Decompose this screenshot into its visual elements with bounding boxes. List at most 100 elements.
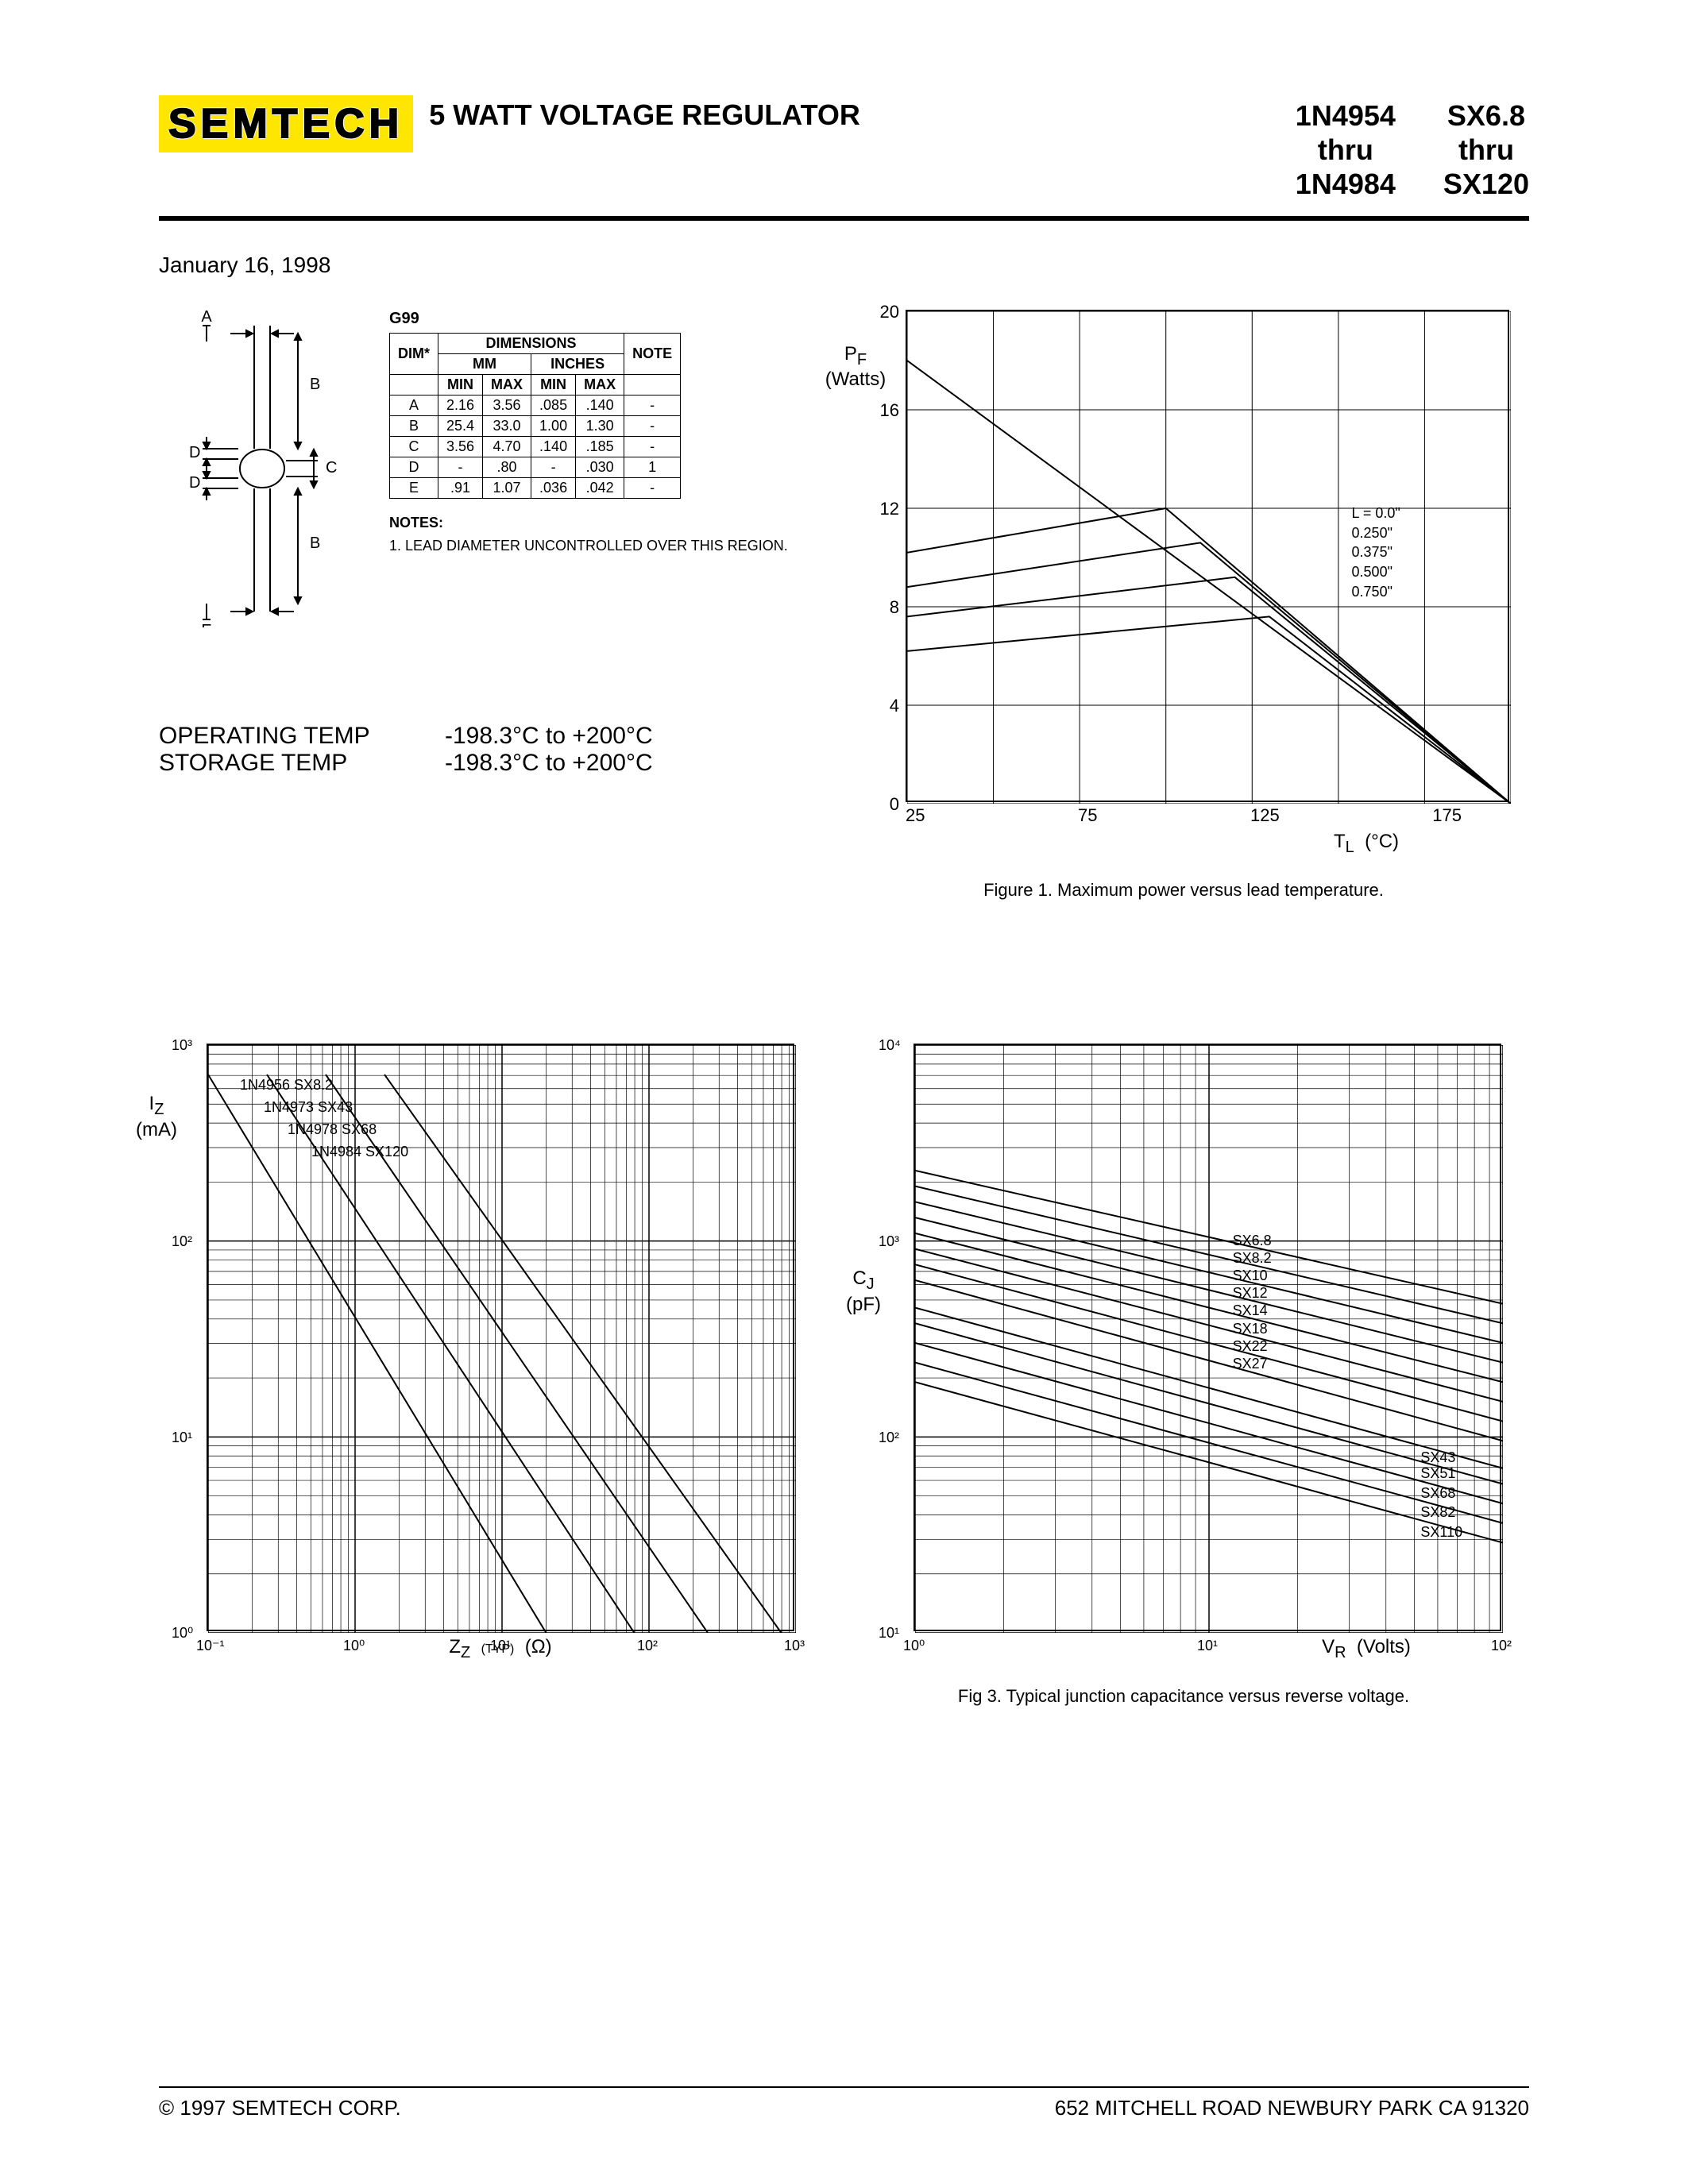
xtick: 125 [1250, 805, 1280, 826]
cell: C [390, 436, 438, 457]
series-label: SX8.2 [1233, 1250, 1272, 1267]
col-mm: MM [438, 353, 531, 374]
datasheet-header: SEMTECH 5 WATT VOLTAGE REGULATOR 1N4954 … [159, 95, 1529, 221]
cell: .042 [576, 477, 624, 498]
part1-bot: 1N4984 [1296, 167, 1396, 201]
series-label: SX51 [1420, 1465, 1455, 1482]
part2-mid: thru [1443, 133, 1529, 167]
series-label: 1N4973 SX43 [264, 1099, 353, 1116]
series-label: SX110 [1420, 1524, 1462, 1541]
dimensions-block: G99 DIM* DIMENSIONS NOTE MM INCHES MIN [389, 310, 810, 554]
figure-2: IZ (mA) 10⁻¹10⁰10¹10²10³10⁰10¹10²10³1N49… [159, 1044, 794, 1707]
dimensions-table: DIM* DIMENSIONS NOTE MM INCHES MIN MAX M… [389, 333, 681, 499]
svg-text:C: C [326, 459, 337, 477]
cell: .036 [531, 477, 576, 498]
svg-text:E: E [201, 622, 211, 627]
op-temp-label: OPERATING TEMP [159, 723, 413, 750]
series-label: SX18 [1233, 1321, 1268, 1337]
series-label: 1N4984 SX120 [311, 1144, 408, 1160]
series-label: 0.750" [1352, 584, 1393, 600]
fig1-ylabel: PF (Watts) [820, 343, 891, 392]
cell: .030 [576, 457, 624, 477]
series-label: 1N4978 SX68 [288, 1121, 377, 1138]
series-label: 1N4956 SX8.2 [240, 1077, 333, 1094]
xtick: 10² [637, 1638, 658, 1654]
ytick: 10⁴ [879, 1037, 901, 1054]
xtick: 10² [1491, 1638, 1512, 1654]
col-max: MAX [483, 374, 531, 395]
company-logo: SEMTECH [159, 95, 413, 152]
part2-top: SX6.8 [1443, 98, 1529, 133]
col-dim: DIM* [390, 333, 438, 374]
note-1: 1. LEAD DIAMETER UNCONTROLLED OVER THIS … [389, 538, 810, 554]
op-temp-value: -198.3°C to +200°C [445, 723, 653, 750]
cell: - [624, 415, 681, 436]
svg-text:B: B [310, 534, 320, 552]
series-label: SX10 [1233, 1268, 1268, 1284]
row-2: IZ (mA) 10⁻¹10⁰10¹10²10³10⁰10¹10²10³1N49… [159, 1044, 1529, 1707]
st-temp-label: STORAGE TEMP [159, 750, 413, 777]
ytick: 10³ [172, 1037, 192, 1054]
part2-bot: SX120 [1443, 167, 1529, 201]
svg-text:A: A [201, 310, 212, 326]
xtick: 10⁻¹ [196, 1638, 225, 1654]
series-label: SX6.8 [1233, 1233, 1272, 1249]
cell: 4.70 [483, 436, 531, 457]
series-label: SX22 [1233, 1338, 1268, 1355]
cell: E [390, 477, 438, 498]
fig2-ylabel: IZ (mA) [121, 1093, 192, 1141]
svg-text:D: D [189, 444, 200, 461]
xtick: 10¹ [1197, 1638, 1218, 1654]
row-1: A B C D D B E G99 DIM* DIMENSIONS NOTE M [159, 310, 1529, 901]
cell: .80 [483, 457, 531, 477]
table-row: C3.564.70.140.185- [390, 436, 681, 457]
col-min: MIN [438, 374, 483, 395]
series-label: 0.250" [1352, 525, 1393, 542]
package-outline-icon: A B C D D B E [159, 310, 365, 627]
ytick: 0 [867, 794, 899, 815]
part-range-2: SX6.8 thru SX120 [1443, 98, 1529, 202]
cell: - [624, 436, 681, 457]
ytick: 10² [879, 1430, 899, 1446]
part1-mid: thru [1296, 133, 1396, 167]
xtick: 10⁰ [903, 1638, 925, 1654]
cell: 3.56 [483, 395, 531, 415]
figure-3: CJ (pF) 10⁰10¹10²10¹10²10³10⁴SX6.8SX8.2S… [866, 1044, 1501, 1707]
title-block: 5 WATT VOLTAGE REGULATOR 1N4954 thru 1N4… [429, 95, 1529, 202]
cell: .140 [531, 436, 576, 457]
table-row: E.911.07.036.042- [390, 477, 681, 498]
series-label: SX82 [1420, 1504, 1455, 1521]
ytick: 10¹ [172, 1430, 192, 1446]
cell: .185 [576, 436, 624, 457]
cell: .085 [531, 395, 576, 415]
ytick: 10² [172, 1233, 192, 1250]
page-footer: © 1997 SEMTECH CORP. 652 MITCHELL ROAD N… [159, 2086, 1529, 2120]
ytick: 10⁰ [172, 1625, 193, 1642]
xtick: 10³ [784, 1638, 805, 1654]
ytick: 8 [867, 597, 899, 618]
svg-text:D: D [189, 474, 200, 492]
table-row: B25.433.01.001.30- [390, 415, 681, 436]
cell: D [390, 457, 438, 477]
ytick: 10³ [879, 1233, 899, 1250]
table-row: A2.163.56.085.140- [390, 395, 681, 415]
st-temp-value: -198.3°C to +200°C [445, 750, 653, 777]
fig3-ylabel: CJ (pF) [828, 1268, 899, 1316]
xtick: 75 [1078, 805, 1097, 826]
cell: - [531, 457, 576, 477]
ytick: 10¹ [879, 1625, 899, 1642]
cell: A [390, 395, 438, 415]
xtick: 10⁰ [343, 1638, 365, 1654]
col-max2: MAX [576, 374, 624, 395]
cell: 25.4 [438, 415, 483, 436]
part-range-1: 1N4954 thru 1N4984 [1296, 98, 1396, 202]
document-date: January 16, 1998 [159, 253, 1529, 278]
cell: 3.56 [438, 436, 483, 457]
xtick: 25 [906, 805, 925, 826]
ytick: 4 [867, 696, 899, 716]
series-label: SX43 [1420, 1449, 1455, 1466]
series-label: SX12 [1233, 1285, 1268, 1302]
col-in: INCHES [531, 353, 624, 374]
cell: B [390, 415, 438, 436]
fig1-xlabel: TL (°C) [906, 831, 1509, 857]
